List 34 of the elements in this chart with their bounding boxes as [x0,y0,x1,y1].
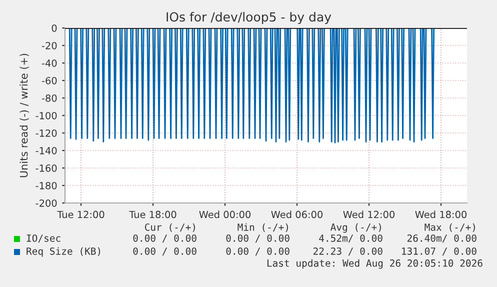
legend-label: IO/sec [26,234,60,243]
y-tick-label: -200 [36,199,57,207]
y-tick-label: -60 [42,76,57,84]
y-tick-label: -180 [36,182,57,190]
x-tick-label: Wed 18:00 [415,210,467,218]
x-tick-label: Wed 06:00 [271,210,323,218]
y-tick-label: -40 [42,59,57,67]
text: 26.40m/ 0.00 [407,234,476,243]
x-tick-label: Tue 12:00 [57,210,104,218]
text: 0.00 / 0.00 [226,234,290,243]
text: 22.23 / 0.00 [313,247,382,256]
y-tick-label: -160 [36,164,57,172]
text: Min (-/+) [238,223,288,232]
chart-title: IOs for /dev/loop5 - by day [166,12,332,24]
y-axis-title: Units read (-) / write (+) [20,54,29,178]
text: Avg (-/+) [330,223,381,233]
text: 0.00 / 0.00 [133,247,196,256]
text: Max (-/+) [424,223,475,232]
y-tick-label: -140 [36,146,57,154]
text: 0.00 / 0.00 [226,247,290,256]
x-tick-label: Tue 18:00 [129,210,176,218]
text: Cur (-/+) [144,223,195,232]
y-tick-label: 0 [52,24,57,32]
text: Last update: Wed Aug 26 20:05:10 2026 [267,259,482,269]
x-tick-label: Wed 12:00 [343,210,395,218]
y-tick-label: -120 [36,129,57,137]
text: 0.00 / 0.00 [133,234,196,243]
y-tick-label: -80 [42,94,57,102]
text: 4.52m/ 0.00 [319,234,382,243]
legend-label: Req Size (KB) [26,247,100,257]
x-tick-label: Wed 00:00 [199,210,251,218]
y-tick-label: -100 [36,112,57,120]
y-tick-label: -20 [42,42,57,50]
text: 131.07 / 0.00 [402,247,476,256]
